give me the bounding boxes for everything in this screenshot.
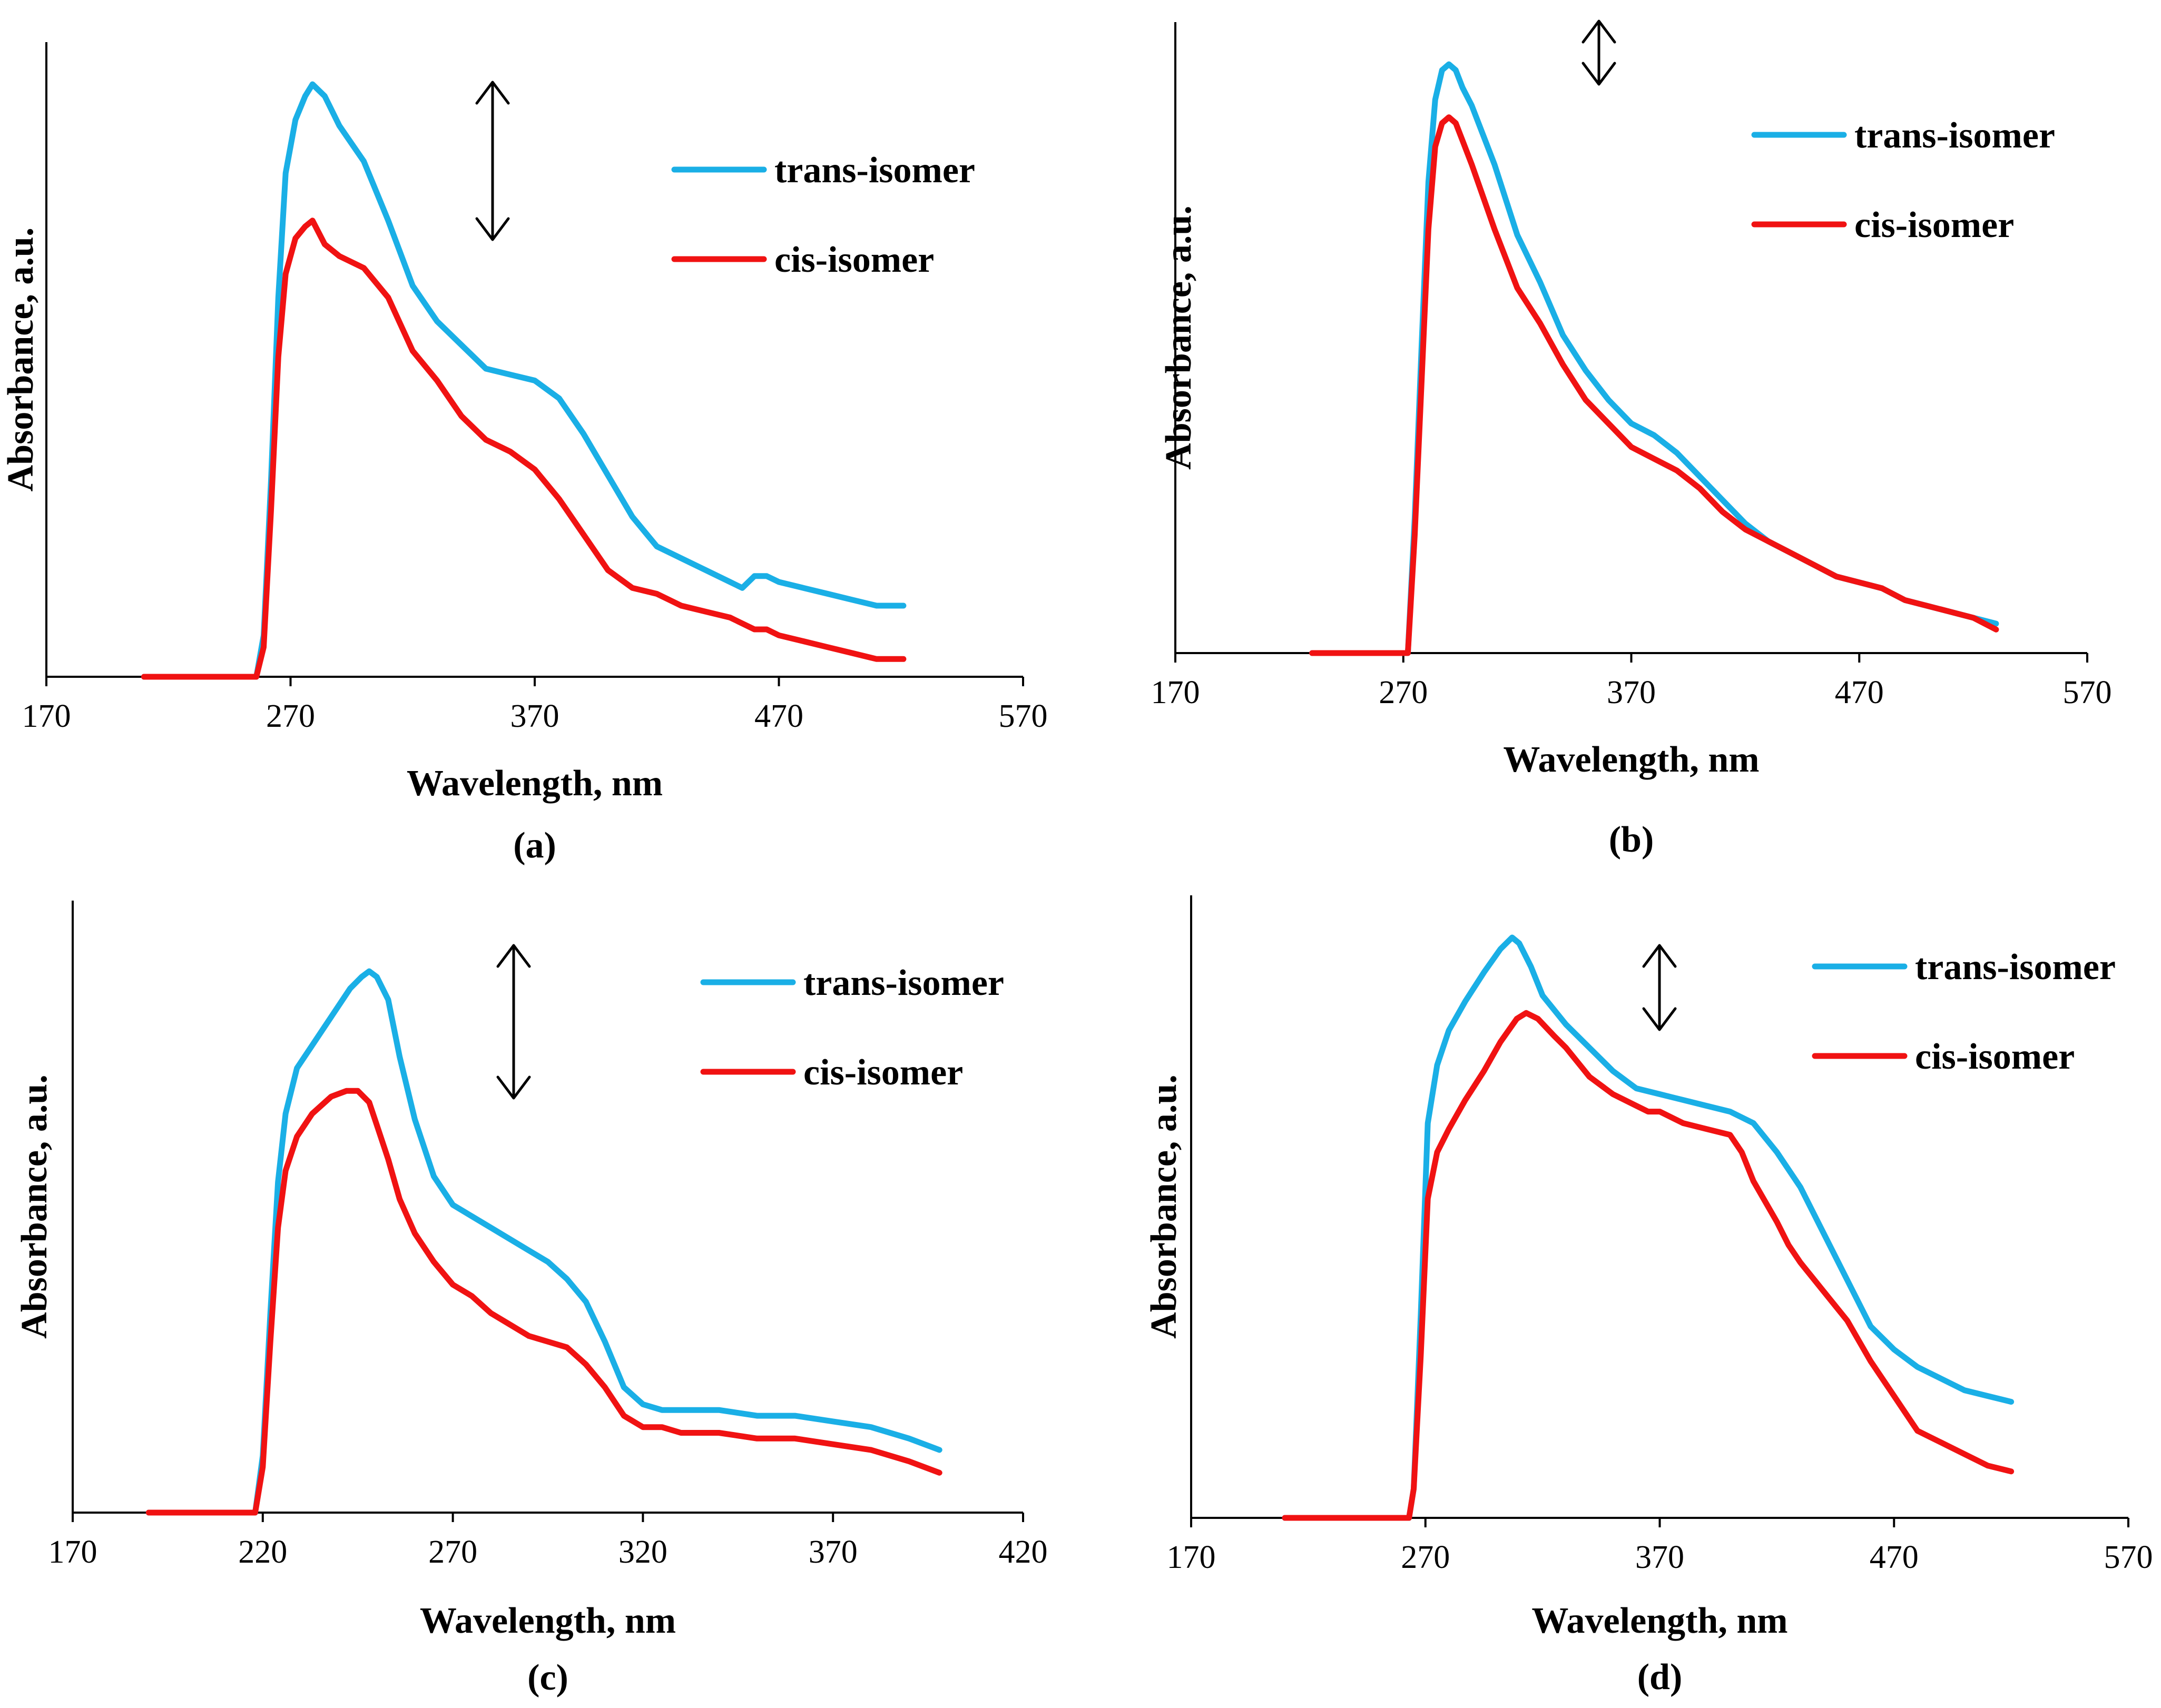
series-line-cis-isomer — [145, 1088, 942, 1516]
series-line-trans-isomer — [145, 968, 942, 1516]
x-tick-label: 320 — [618, 1534, 667, 1570]
double-headed-arrow-icon — [1642, 944, 1677, 1031]
x-tick-label: 470 — [754, 698, 803, 734]
x-tick-label: 270 — [266, 698, 315, 734]
legend-label-trans-isomer: trans-isomer — [803, 963, 1004, 1003]
legend-label-cis-isomer: cis-isomer — [803, 1052, 963, 1093]
x-tick-label: 570 — [2063, 675, 2112, 710]
x-axis-label: Wavelength, nm — [407, 763, 663, 804]
x-tick-label: 220 — [238, 1534, 287, 1570]
y-axis-label: Absorbance, a.u. — [14, 1074, 55, 1339]
legend-label-trans-isomer: trans-isomer — [1854, 115, 2055, 156]
chart-panel-b: 170 270 370 470 570 Wavelength, nm Absorbance,… — [1151, 19, 2112, 860]
x-tick-label: 570 — [2104, 1539, 2153, 1575]
x-tick-label: 270 — [1401, 1539, 1450, 1575]
double-headed-arrow-icon — [496, 944, 531, 1100]
x-tick-label: 420 — [999, 1534, 1048, 1570]
panel-label: (b) — [1609, 820, 1654, 860]
x-tick-label: 370 — [1635, 1539, 1684, 1575]
x-tick-label: 570 — [999, 698, 1048, 734]
x-tick-label: 370 — [1607, 675, 1656, 710]
series-line-cis-isomer — [141, 218, 907, 680]
x-tick-label: 270 — [428, 1534, 477, 1570]
x-axis-label: Wavelength, nm — [420, 1601, 676, 1641]
x-axis-label: Wavelength, nm — [1531, 1601, 1787, 1641]
x-tick-label: 370 — [510, 698, 559, 734]
chart-panel-d: 170 270 370 470 570 Wavelength, nm Absorbance,… — [1144, 895, 2153, 1697]
series-line-cis-isomer — [1282, 1010, 2015, 1521]
x-tick-label: 170 — [1151, 675, 1200, 710]
chart-panel-a: 170 270 370 470 570 Wavelength, nm Absorbance,… — [1, 42, 1048, 866]
x-tick-label: 170 — [22, 698, 71, 734]
legend-label-trans-isomer: trans-isomer — [1915, 947, 2116, 988]
panel-label: (a) — [513, 825, 556, 866]
x-tick-label: 270 — [1379, 675, 1428, 710]
x-tick-label: 470 — [1870, 1539, 1919, 1575]
x-axis-label: Wavelength, nm — [1503, 739, 1759, 780]
y-axis-label: Absorbance, a.u. — [1158, 205, 1199, 470]
double-headed-arrow-icon — [1582, 19, 1616, 86]
series-line-trans-isomer — [1282, 934, 2015, 1521]
y-axis-label: Absorbance, a.u. — [1, 228, 41, 492]
x-tick-label: 470 — [1835, 675, 1884, 710]
panel-label: (c) — [527, 1657, 568, 1698]
legend-label-trans-isomer: trans-isomer — [774, 150, 975, 191]
x-tick-label: 170 — [48, 1534, 97, 1570]
x-tick-label: 370 — [809, 1534, 858, 1570]
double-headed-arrow-icon — [475, 81, 510, 241]
x-tick-label: 170 — [1167, 1539, 1216, 1575]
series-line-trans-isomer — [141, 81, 907, 680]
panel-label: (d) — [1637, 1657, 1683, 1697]
series-line-cis-isomer — [1309, 114, 1999, 656]
legend-label-cis-isomer: cis-isomer — [1915, 1036, 2075, 1077]
legend-label-cis-isomer: cis-isomer — [774, 240, 934, 280]
chart-panel-c: 170 220 270 320 370 420 Wavelength, nm Absorban… — [14, 901, 1048, 1698]
y-axis-label: Absorbance, a.u. — [1144, 1074, 1184, 1339]
legend-label-cis-isomer: cis-isomer — [1854, 205, 2014, 245]
